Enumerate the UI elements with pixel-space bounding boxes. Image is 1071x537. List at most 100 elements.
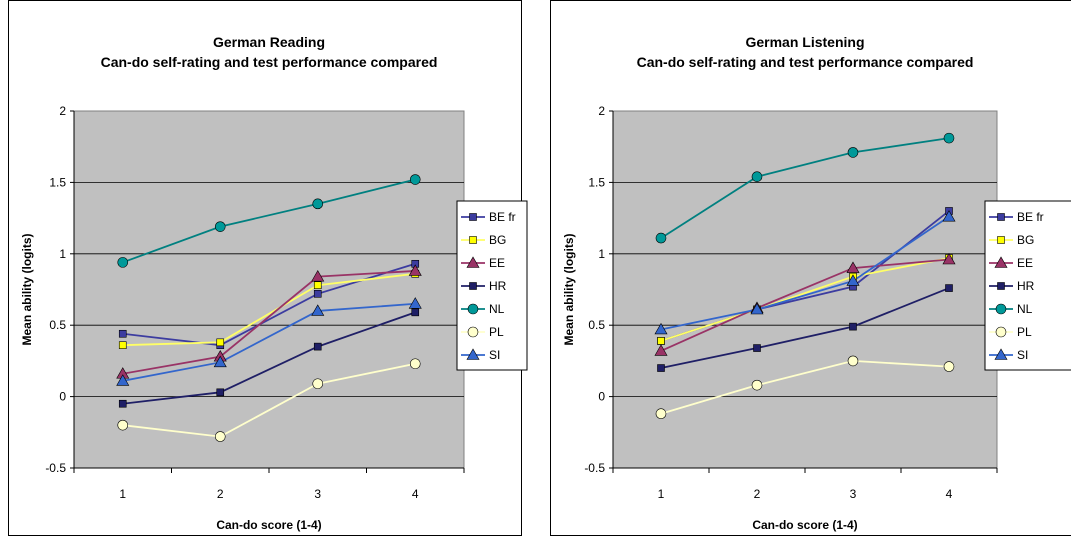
data-point-pl <box>751 379 763 391</box>
legend-label-si: SI <box>489 348 500 362</box>
data-point-hr <box>657 364 665 372</box>
series-line-pl <box>122 362 416 438</box>
x-tick-label: 2 <box>754 487 761 501</box>
x-tick-label: 4 <box>412 487 419 501</box>
data-point-pl <box>117 419 129 431</box>
data-point-nl <box>117 257 129 268</box>
data-point-si <box>750 302 764 315</box>
y-tick-label: 2 <box>598 104 605 118</box>
legend-marker-bg <box>469 236 477 244</box>
y-tick-label: 1.5 <box>49 175 66 189</box>
legend-label-pl: PL <box>1017 325 1032 339</box>
chart-reading-svg: German Reading Can-do self-rating and tes… <box>20 34 528 532</box>
legend-marker-bg <box>997 236 1005 244</box>
legend-marker-si <box>994 348 1008 360</box>
chart-listening-svg: German Listening Can-do self-rating and t… <box>562 34 1071 532</box>
data-point-ee <box>846 261 860 273</box>
data-point-nl <box>409 174 421 185</box>
series-line-hr <box>122 311 416 405</box>
data-point-nl <box>655 232 667 244</box>
chart-subtitle: Can-do self-rating and test performance … <box>637 54 974 70</box>
data-point-pl <box>312 378 324 390</box>
legend-label-nl: NL <box>489 302 505 316</box>
chart-title: German Reading <box>213 34 325 50</box>
legend-marker-ee <box>466 256 480 268</box>
y-tick-label: 0.5 <box>588 318 605 332</box>
data-point-ee <box>311 270 325 282</box>
data-point-nl <box>943 132 955 144</box>
data-point-si <box>942 210 956 222</box>
legend-label-si: SI <box>1017 348 1028 362</box>
legend-label-ee: EE <box>1017 256 1033 270</box>
data-point-pl <box>214 431 226 442</box>
data-point-nl <box>312 198 324 210</box>
data-point-hr <box>753 344 761 352</box>
legend-label-bg: BG <box>489 233 506 247</box>
legend-marker-pl <box>995 326 1007 338</box>
data-point-si <box>311 304 325 316</box>
data-point-hr <box>118 399 127 408</box>
legend-label-nl: NL <box>1017 302 1033 316</box>
data-point-hr <box>216 388 225 397</box>
data-point-nl <box>214 221 226 232</box>
data-point-ee <box>942 252 956 265</box>
y-tick-label: -0.5 <box>45 461 66 475</box>
y-tick-label: 0 <box>598 390 605 404</box>
y-tick-label: 1 <box>598 247 605 261</box>
chart-subtitle: Can-do self-rating and test performance … <box>101 54 438 70</box>
legend-marker-hr <box>997 282 1005 290</box>
y-tick-label: 1.5 <box>588 175 605 189</box>
data-point-hr <box>411 308 420 317</box>
x-axis-title: Can-do score (1-4) <box>216 518 321 532</box>
series-line-hr <box>660 287 950 369</box>
legend-marker-si <box>466 348 480 360</box>
chart-listening: German Listening Can-do self-rating and t… <box>550 0 1071 536</box>
series-line-nl <box>660 137 950 239</box>
legend-label-ee: EE <box>489 256 505 270</box>
y-axis-title: Mean ability (logits) <box>20 233 34 345</box>
x-tick-label: 1 <box>658 487 665 501</box>
legend-marker-ee <box>994 256 1008 268</box>
chart-title: German Listening <box>745 34 864 50</box>
plot-area <box>73 110 465 469</box>
x-tick-label: 3 <box>850 487 857 501</box>
y-tick-label: 1 <box>59 247 66 261</box>
series-line-bg <box>660 257 950 342</box>
legend-marker-hr <box>469 282 477 290</box>
data-point-bg <box>118 341 127 349</box>
y-tick-label: 0.5 <box>49 318 66 332</box>
data-point-be-fr <box>313 289 322 298</box>
data-point-hr <box>849 322 857 331</box>
legend-label-hr: HR <box>1017 279 1035 293</box>
series-line-si <box>122 302 416 382</box>
data-point-nl <box>847 147 859 158</box>
data-point-be-fr <box>118 329 127 338</box>
data-point-ee <box>408 264 422 276</box>
series-line-ee <box>122 270 416 375</box>
series-line-si <box>660 215 950 331</box>
data-point-bg <box>216 338 225 347</box>
legend-label-pl: PL <box>489 325 504 339</box>
y-axis-title: Mean ability (logits) <box>562 233 576 345</box>
legend-marker-be-fr <box>469 213 477 221</box>
data-point-pl <box>655 408 667 420</box>
series-line-bg <box>122 272 416 347</box>
y-tick-label: 0 <box>59 390 66 404</box>
data-point-nl <box>751 171 763 182</box>
x-axis-title: Can-do score (1-4) <box>752 518 857 532</box>
legend-marker-nl <box>467 303 479 315</box>
x-tick-label: 3 <box>314 487 321 501</box>
series-line-pl <box>660 359 950 415</box>
data-point-si <box>116 374 130 386</box>
legend-label-bg: BG <box>1017 233 1034 247</box>
data-point-si <box>213 355 227 368</box>
data-point-pl <box>409 358 421 370</box>
legend-marker-be-fr <box>997 213 1005 221</box>
x-tick-label: 4 <box>946 487 953 501</box>
x-tick-label: 2 <box>217 487 224 501</box>
data-point-bg <box>313 281 322 290</box>
series-line-ee <box>660 258 950 352</box>
data-point-pl <box>847 355 859 367</box>
legend-marker-pl <box>467 326 479 338</box>
data-point-si <box>654 322 668 335</box>
